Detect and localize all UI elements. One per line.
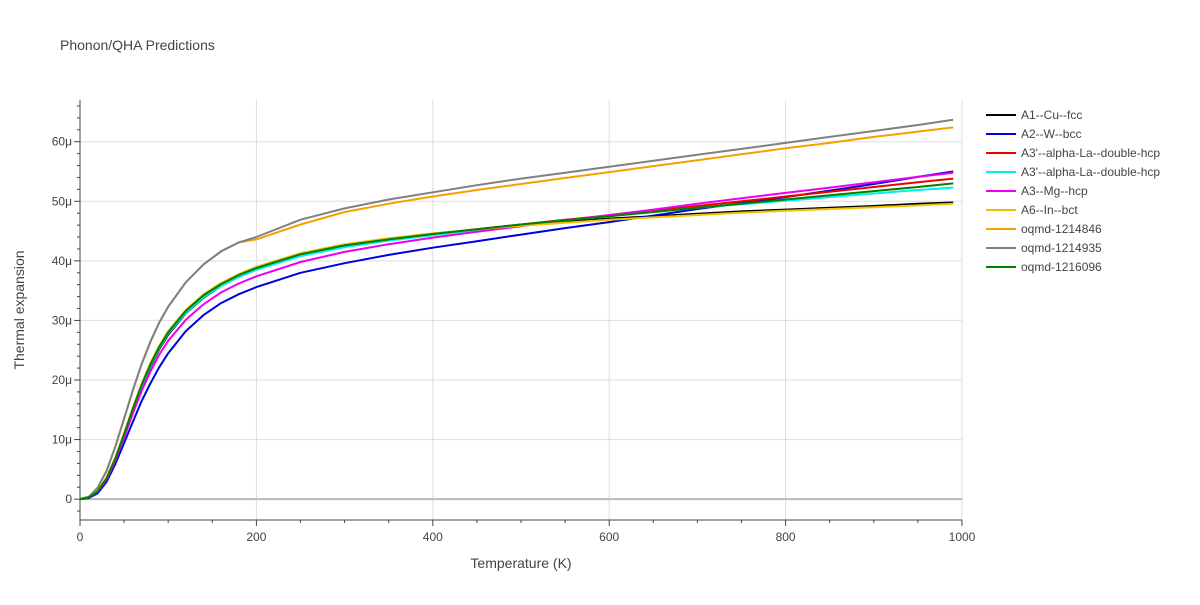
y-tick-label: 0 [65,492,72,506]
chart-title: Phonon/QHA Predictions [60,37,215,53]
legend-item[interactable]: A6--In--bct [986,203,1078,217]
y-tick-label: 10μ [52,433,72,447]
y-tick-label: 60μ [52,135,72,149]
x-axis-title: Temperature (K) [470,555,571,571]
legend-label: A1--Cu--fcc [1021,108,1082,122]
legend-label: oqmd-1214935 [1021,241,1102,255]
x-axis: 0 200 400 600 800 1000 [77,519,976,544]
y-tick-label: 20μ [52,373,72,387]
y-tick-label: 30μ [52,313,72,327]
x-tick-label: 1000 [949,530,976,544]
legend-item[interactable]: oqmd-1216096 [986,260,1102,274]
legend-label: oqmd-1216096 [1021,260,1102,274]
y-axis-title: Thermal expansion [11,250,27,369]
series-line-5 [79,171,954,501]
legend-item[interactable]: A3'--alpha-La--double-hcp [986,165,1160,179]
legend-label: A3'--alpha-La--double-hcp [1021,146,1160,160]
x-tick-label: 800 [776,530,796,544]
y-axis: 0 10μ 20μ 30μ 40μ 50μ 60μ [52,100,81,520]
legend[interactable]: A1--Cu--fcc A2--W--bcc A3'--alpha-La--doub… [986,108,1160,274]
legend-item[interactable]: oqmd-1214846 [986,222,1102,236]
legend-item[interactable]: oqmd-1214935 [986,241,1102,255]
legend-item[interactable]: A2--W--bcc [986,127,1081,141]
series-line-2 [79,170,954,501]
y-tick-label: 40μ [52,254,72,268]
y-tick-label: 50μ [52,194,72,208]
legend-label: A3'--alpha-La--double-hcp [1021,165,1160,179]
series-line-7 [79,126,954,501]
series-line-9 [79,182,954,501]
grid [80,100,963,520]
x-tick-label: 0 [77,530,84,544]
legend-label: A2--W--bcc [1021,127,1081,141]
legend-label: oqmd-1214846 [1021,222,1102,236]
x-tick-label: 600 [599,530,619,544]
legend-item[interactable]: A3'--alpha-La--double-hcp [986,146,1160,160]
series-line-6 [79,202,954,501]
legend-item[interactable]: A1--Cu--fcc [986,108,1082,122]
legend-label: A6--In--bct [1021,203,1078,217]
legend-label: A3--Mg--hcp [1021,184,1088,198]
series-line-8 [79,118,954,501]
x-tick-label: 400 [423,530,443,544]
series-group [79,118,954,501]
series-line-1 [79,201,954,501]
legend-item[interactable]: A3--Mg--hcp [986,184,1088,198]
x-tick-label: 200 [246,530,266,544]
